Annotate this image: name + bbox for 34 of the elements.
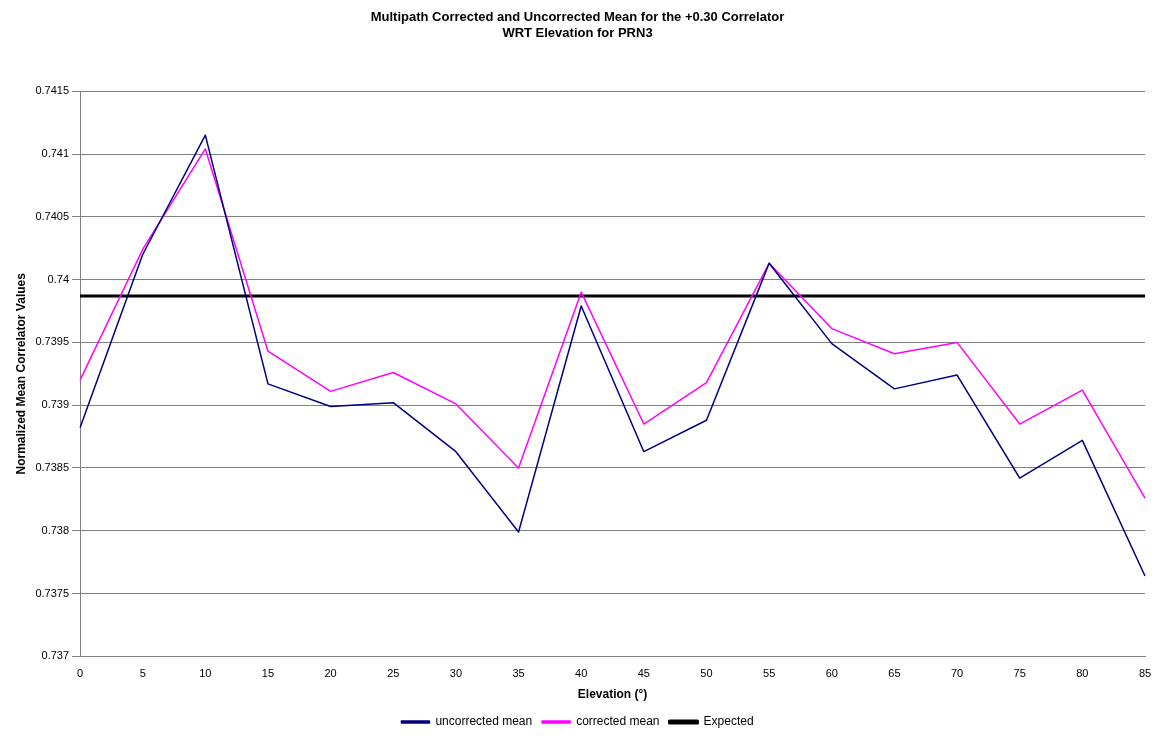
x-tick-label: 20 <box>324 667 337 680</box>
x-tick-label: 70 <box>950 667 964 680</box>
x-tick-label: 45 <box>637 667 650 680</box>
y-tick-label: 0.7385 <box>35 461 70 474</box>
x-tick-label: 15 <box>261 667 275 680</box>
legend-label: uncorrected mean <box>435 714 533 729</box>
x-tick-label: 5 <box>139 667 146 680</box>
x-tick-label: 0 <box>76 667 84 680</box>
y-tick-label: 0.738 <box>41 523 70 536</box>
chart-title: Multipath Corrected and Uncorrected Mean for the +0.30 Correlator WRT Elevation for PRN3 <box>370 9 785 40</box>
y-tick-label: 0.7375 <box>35 586 70 599</box>
x-tick-label: 60 <box>825 667 838 680</box>
x-tick-label: 55 <box>763 667 776 680</box>
x-tick-label: 10 <box>199 667 212 680</box>
x-tick-label: 35 <box>512 667 525 680</box>
y-tick-label: 0.7415 <box>35 84 70 97</box>
legend-label: corrected mean <box>576 714 660 729</box>
x-tick-label: 75 <box>1013 667 1026 680</box>
x-tick-label: 85 <box>1138 667 1152 680</box>
y-tick-label: 0.7395 <box>35 335 70 348</box>
y-axis-title: Normalized Mean Correlator Values <box>13 272 28 475</box>
x-tick-label: 65 <box>888 667 901 680</box>
legend-label: Expected <box>703 714 754 729</box>
x-tick-label: 80 <box>1076 667 1089 680</box>
x-tick-label: 25 <box>387 667 400 680</box>
x-tick-label: 40 <box>575 667 588 680</box>
y-tick-label: 0.739 <box>41 398 70 411</box>
y-tick-label: 0.7405 <box>35 209 70 222</box>
x-tick-label: 30 <box>449 667 463 680</box>
x-axis-title: Elevation (°) <box>577 687 648 702</box>
y-tick-label: 0.74 <box>47 272 70 285</box>
y-tick-label: 0.737 <box>41 649 70 662</box>
y-tick-label: 0.741 <box>41 147 70 160</box>
x-tick-label: 50 <box>700 667 713 680</box>
